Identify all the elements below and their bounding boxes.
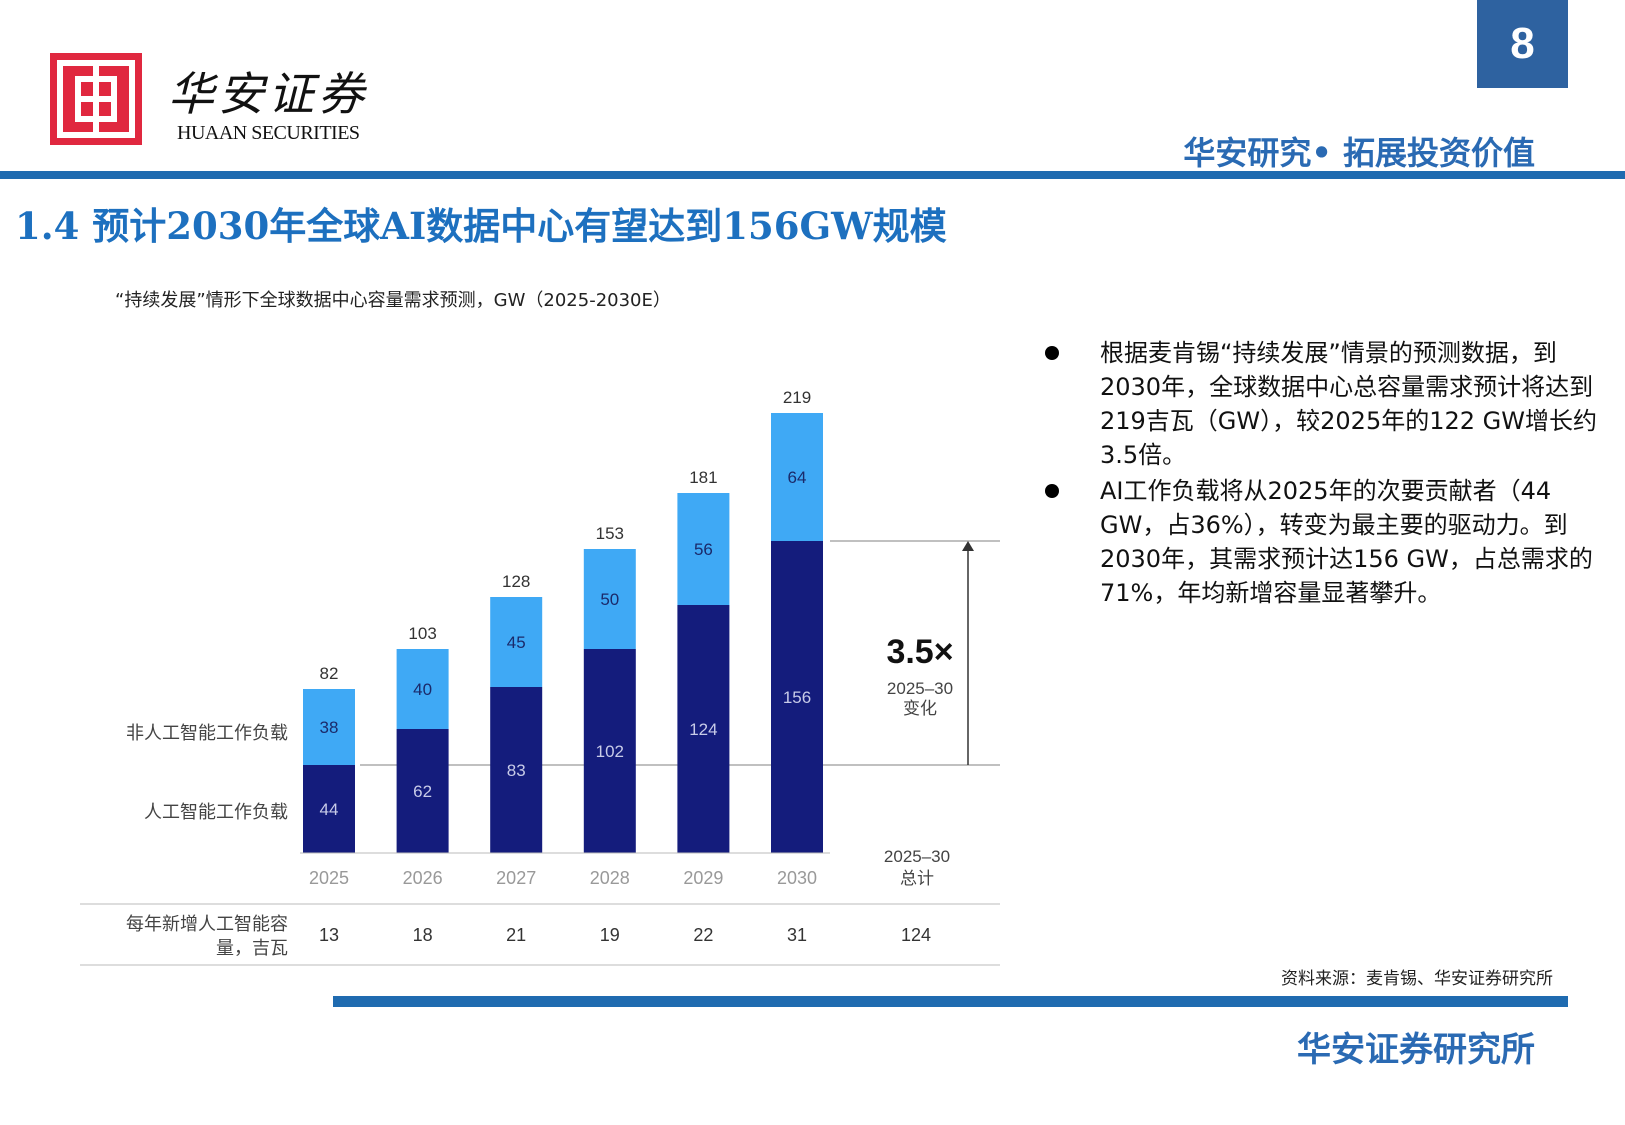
growth-multiplier: 3.5× [886,633,953,671]
data-label-ai: 156 [783,688,811,707]
bar-ai-2026 [396,729,449,853]
bar-non-ai-2027 [490,597,543,687]
bar-ai-2030 [771,541,823,853]
total-label: 219 [783,388,811,407]
data-label-non-ai: 50 [600,590,619,609]
arrow-up-icon [962,541,974,551]
slide-title: 1.4 预计2030年全球AI数据中心有望达到156GW规模 [15,204,947,248]
annotation-label: 变化 [903,699,937,718]
total-label: 82 [320,664,339,683]
data-label-ai: 124 [689,720,717,739]
total-label: 153 [596,524,624,543]
annotation-label: 2025–30 [887,679,953,698]
page-number: 8 [1477,0,1568,88]
x-tick-label: 2025 [309,868,349,888]
bullet-text: AI工作负载将从2025年的次要贡献者（44 GW，占36%），转变为最主要的驱… [1100,477,1593,607]
data-label-non-ai: 38 [320,718,339,737]
bar-non-ai-2025 [303,689,355,765]
table-row-label: 量，吉瓦 [216,938,288,958]
table-value: 13 [319,925,339,945]
slogan: 华安研究• 拓展投资价值 [1183,134,1535,172]
table-total: 124 [901,925,931,945]
x-tick-label: 2027 [496,868,536,888]
total-column-label: 2025–30 [884,847,950,866]
data-label-ai: 102 [596,742,624,761]
data-label-ai: 83 [507,761,526,780]
table-value: 19 [600,925,620,945]
table-value: 21 [506,925,526,945]
bullet-dot-icon [1045,346,1059,360]
logo-text-cn: 华安证券 [168,67,368,121]
logo-knot-icon [57,60,135,138]
table-value: 22 [693,925,713,945]
data-label-ai: 44 [320,800,339,819]
table-value: 18 [413,925,433,945]
series-label: 人工智能工作负载 [144,802,288,822]
footer-divider [333,996,1568,1007]
series-label: 非人工智能工作负载 [126,723,288,743]
bullet-item: 根据麦肯锡“持续发展”情景的预测数据，到2030年，全球数据中心总容量需求预计将… [1045,336,1605,472]
total-label: 128 [502,572,530,591]
x-tick-label: 2030 [777,868,817,888]
bar-non-ai-2030 [771,413,823,541]
total-label: 181 [689,468,717,487]
x-tick-label: 2029 [683,868,723,888]
bar-non-ai-2026 [396,649,449,729]
bar-ai-2029 [677,605,730,853]
bullet-dot-icon [1045,484,1059,498]
total-column-label: 总计 [900,869,934,888]
bar-ai-2028 [583,649,636,853]
data-label-non-ai: 40 [413,680,432,699]
data-label-non-ai: 64 [788,468,807,487]
logo-emblem [50,53,142,145]
bar-ai-2027 [490,687,543,853]
bullet-item: AI工作负载将从2025年的次要贡献者（44 GW，占36%），转变为最主要的驱… [1045,474,1605,610]
total-label: 103 [408,624,436,643]
data-label-ai: 62 [413,782,432,801]
data-label-non-ai: 56 [694,540,713,559]
bullet-text: 根据麦肯锡“持续发展”情景的预测数据，到2030年，全球数据中心总容量需求预计将… [1100,339,1597,469]
bar-ai-2025 [303,765,355,853]
x-tick-label: 2026 [403,868,443,888]
chart-title: “持续发展”情形下全球数据中心容量需求预测，GW（2025-2030E） [115,290,671,311]
x-tick-label: 2028 [590,868,630,888]
bullet-list: 根据麦肯锡“持续发展”情景的预测数据，到2030年，全球数据中心总容量需求预计将… [1045,336,1605,612]
bar-non-ai-2029 [677,493,730,605]
footer-brand: 华安证券研究所 [1297,1030,1535,1070]
data-label-non-ai: 45 [507,633,526,652]
table-value: 31 [787,925,807,945]
header-divider [0,171,1625,179]
source-note: 资料来源：麦肯锡、华安证券研究所 [1281,969,1553,989]
table-row-label: 每年新增人工智能容 [126,914,288,934]
logo-text-en: HUAAN SECURITIES [177,122,360,144]
bar-non-ai-2028 [583,549,636,649]
